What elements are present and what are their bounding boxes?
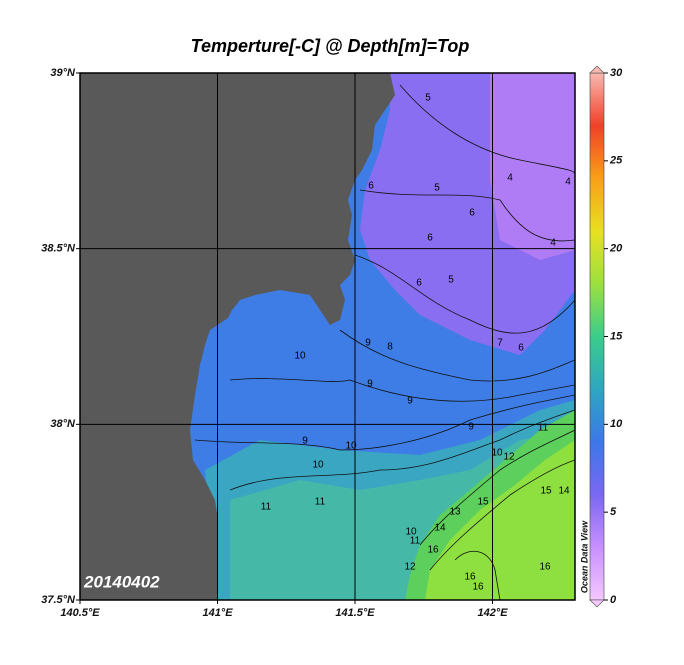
contour-line — [339, 329, 575, 382]
contour-label: 14 — [434, 523, 446, 534]
contour-label: 11 — [315, 497, 326, 508]
contour-label: 12 — [404, 562, 416, 573]
contour-label: 6 — [427, 233, 433, 244]
contour-line — [354, 254, 575, 334]
y-tick-label: 38°N — [50, 418, 76, 430]
land — [80, 73, 395, 600]
map-frame — [79, 72, 576, 601]
contour-label: 6 — [368, 181, 374, 192]
colorbar-tick-label: 20 — [609, 243, 623, 255]
contour-label: 7 — [497, 338, 503, 349]
contour-label: 10 — [491, 448, 503, 459]
contour-label: 9 — [407, 396, 413, 407]
contour-label: 12 — [503, 452, 515, 463]
contour-label: 15 — [540, 486, 552, 497]
colorbar: 0 5 10 15 20 25 30 — [589, 65, 623, 608]
contour-label: 6 — [518, 343, 524, 354]
contour-label: 4 — [565, 177, 571, 188]
contour-line — [229, 378, 575, 402]
watermark: Ocean Data View — [579, 520, 589, 593]
contour-label: 4 — [550, 238, 556, 249]
colorbar-tick-label: 15 — [610, 330, 623, 342]
y-tick-label: 37.5°N — [41, 594, 76, 606]
contour-label: 11 — [538, 423, 549, 434]
contour-line — [399, 84, 575, 176]
contour-label: 10 — [294, 351, 306, 362]
contour-label: 5 — [434, 183, 440, 194]
contour-label: 14 — [558, 486, 570, 497]
contour-line — [194, 394, 575, 451]
contour-label: 10 — [312, 460, 324, 471]
contour-label: 6 — [469, 208, 475, 219]
colorbar-tick-label: 10 — [610, 418, 623, 430]
colorbar-cap-bottom — [589, 599, 605, 608]
colorbar-cap-top — [589, 65, 605, 74]
map-title: Temperture[-C] @ Depth[m]=Top — [191, 36, 470, 56]
contour-label: 11 — [410, 536, 421, 547]
x-tick-label: 141.5°E — [335, 607, 375, 619]
y-tick-label: 38.5°N — [41, 243, 76, 255]
contour-line — [229, 409, 575, 491]
colorbar-tick-label: 30 — [610, 67, 623, 79]
contour-label: 16 — [427, 545, 439, 556]
contour-label: 9 — [365, 338, 371, 349]
x-tick-label: 141°E — [202, 607, 233, 619]
axes: 140.5°E 141°E 141.5°E 142°E 37.5°N 38°N 38.5°N… — [41, 67, 508, 619]
contour-label: 9 — [367, 379, 373, 390]
grid — [80, 73, 575, 600]
date-label: 20140402 — [83, 572, 160, 591]
colorbar-body — [589, 72, 605, 601]
contour-label: 16 — [464, 572, 476, 583]
contour-label: 5 — [425, 93, 431, 104]
contour-line — [359, 189, 575, 242]
contour-label: 16 — [472, 582, 484, 593]
contour-label: 10 — [405, 527, 417, 538]
colorbar-tick-label: 5 — [610, 506, 617, 518]
contour-label: 13 — [449, 507, 461, 518]
contour-line — [454, 550, 501, 600]
colorbar-tick-label: 25 — [609, 155, 623, 167]
contour-label: 5 — [448, 275, 454, 286]
contour-label: 15 — [477, 497, 489, 508]
warmest-core — [425, 440, 575, 600]
contour-label: 11 — [261, 502, 272, 513]
contour-label: 16 — [539, 562, 551, 573]
coldest-water — [490, 73, 575, 260]
contour-label: 8 — [387, 342, 393, 353]
colorbar-tick-label: 0 — [610, 594, 617, 606]
y-tick-label: 39°N — [50, 67, 76, 79]
contour-line — [429, 459, 575, 571]
contour-label: 4 — [507, 173, 513, 184]
contour-label: 10 — [345, 441, 357, 452]
contour-label: 9 — [302, 436, 308, 447]
contour-line — [419, 429, 575, 546]
x-tick-label: 142°E — [477, 607, 508, 619]
x-tick-label: 140.5°E — [60, 607, 100, 619]
contour-label: 6 — [416, 278, 422, 289]
contour-label: 9 — [468, 422, 474, 433]
